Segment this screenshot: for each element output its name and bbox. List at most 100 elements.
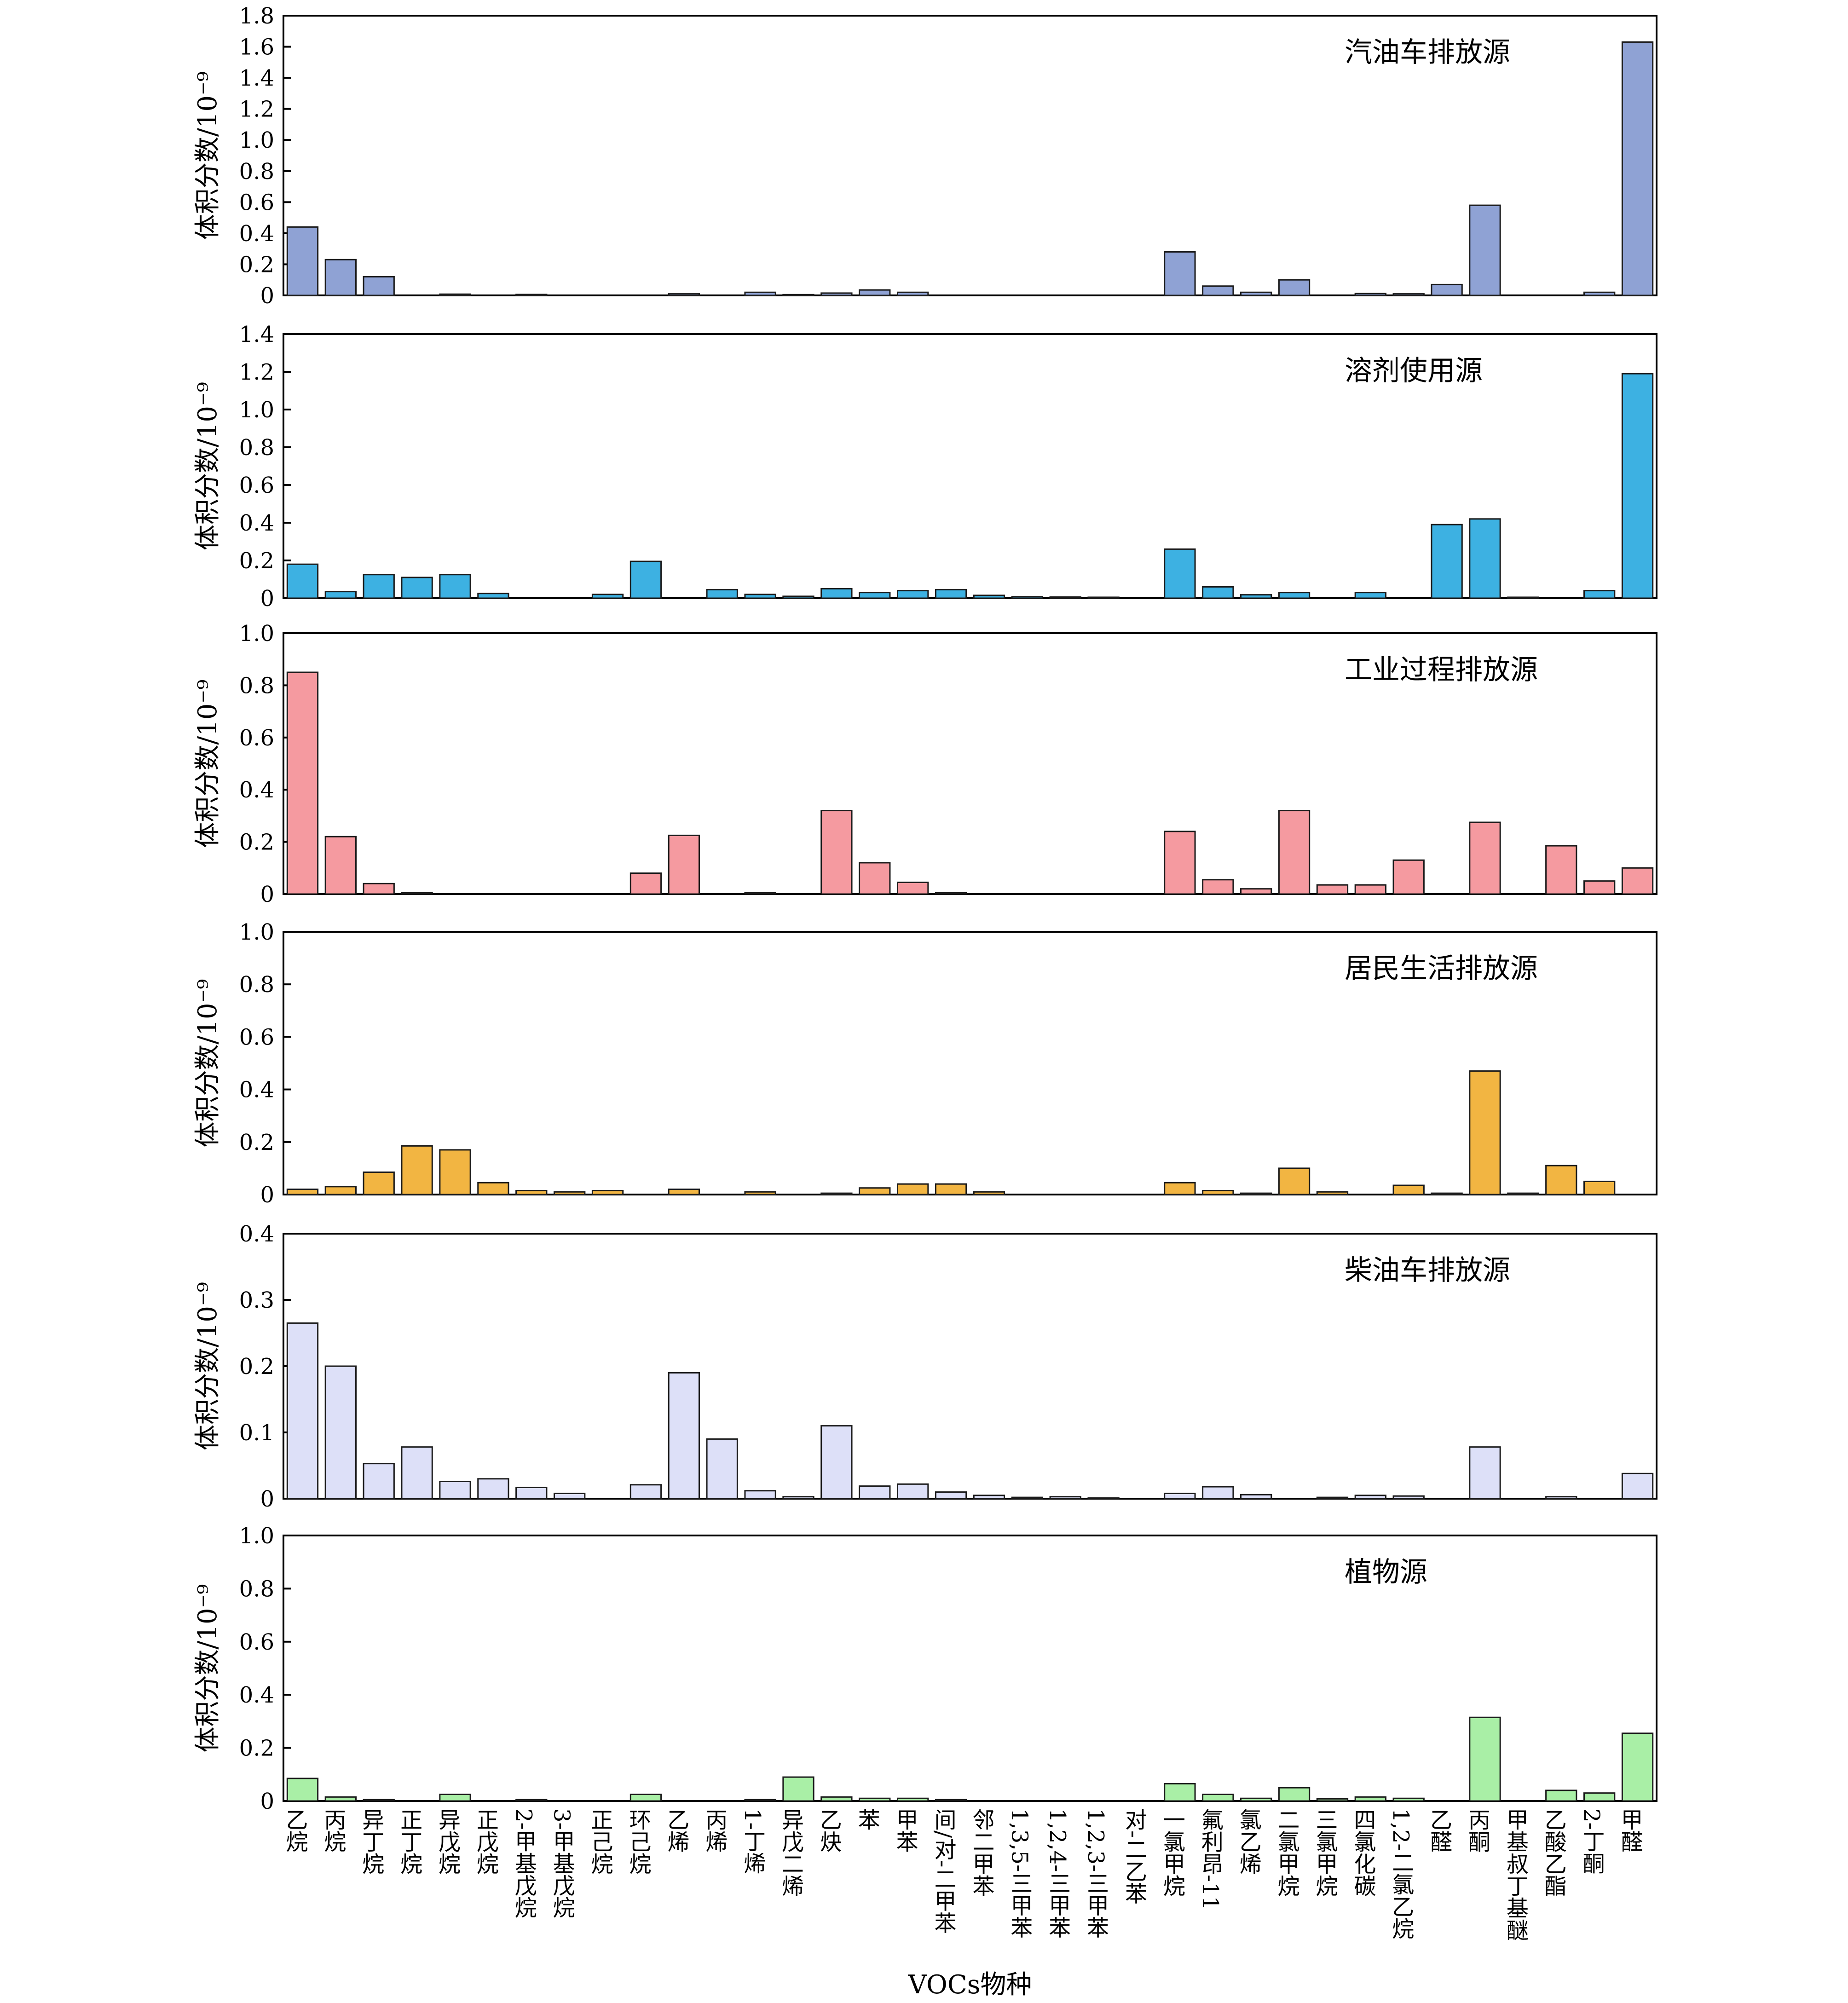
panel-5: 0 0.1 0.2 0.3 0.4 体积分数/10⁻⁹ 柴油车排放源 — [193, 1221, 1657, 1512]
x-tick-label: 1,2-二氯乙烷 — [1388, 1808, 1414, 1940]
bar-二氯甲烷 — [1278, 279, 1311, 296]
bar-环己烷 — [629, 1484, 662, 1500]
bar-丙烷 — [324, 1365, 357, 1500]
bar-1,2,4-三甲苯 — [1049, 596, 1081, 599]
bar-异丁烷 — [363, 1799, 395, 1802]
bar-环己烷 — [629, 1794, 662, 1802]
bar-乙烷 — [286, 563, 319, 599]
panel-6: 0 0.2 0.4 0.6 0.8 1.0 体积分数/10⁻⁹ 植物源 — [193, 1523, 1657, 1814]
bar-间/对-二甲苯 — [935, 589, 967, 599]
bar-氯乙烯 — [1240, 594, 1272, 599]
x-tick-label: 甲苯 — [892, 1808, 918, 1853]
bar-苯 — [859, 289, 891, 296]
bar-苯 — [859, 862, 891, 895]
bar-1,2-二氯乙烷 — [1392, 1184, 1425, 1195]
y-axis-label: 体积分数/10⁻⁹ — [193, 71, 223, 240]
bar-正戊烷 — [477, 593, 509, 599]
bar-乙烷 — [286, 1322, 319, 1500]
bar-乙酸乙酯 — [1545, 1496, 1577, 1500]
y-tick-label: 0.8 — [239, 673, 274, 698]
bar-乙烯 — [668, 1372, 700, 1500]
bar-三氯甲烷 — [1316, 884, 1349, 895]
bar-甲醛 — [1621, 1472, 1654, 1500]
panel-title: 柴油车排放源 — [1345, 1254, 1510, 1287]
bar-丙烷 — [324, 836, 357, 895]
bar-苯 — [859, 1797, 891, 1802]
bar-二氯甲烷 — [1278, 592, 1311, 599]
bar-乙酸乙酯 — [1545, 1789, 1577, 1802]
bar-异戊二烯 — [782, 1776, 814, 1802]
plot-frame — [283, 333, 1657, 599]
y-tick-label: 0.4 — [239, 1221, 274, 1247]
bar-乙炔 — [820, 588, 853, 599]
bar-邻二甲苯 — [973, 1495, 1005, 1500]
bar-乙醛 — [1431, 283, 1463, 296]
bar-环己烷 — [629, 872, 662, 895]
bar-异戊烷 — [439, 1149, 471, 1195]
bar-三氯甲烷 — [1316, 1191, 1349, 1195]
bar-丙酮 — [1469, 204, 1501, 296]
bar-1,3,5-三甲苯 — [1011, 596, 1043, 599]
bar-环己烷 — [629, 560, 662, 599]
bar-正己烷 — [591, 594, 624, 599]
bar-丙烷 — [324, 1186, 357, 1195]
x-tick-label: 一氯甲烷 — [1159, 1808, 1185, 1897]
bar-苯 — [859, 1485, 891, 1500]
bar-甲苯 — [897, 881, 929, 895]
bar-2-甲基戊烷 — [515, 294, 548, 296]
x-tick-label: 1-丁烯 — [739, 1808, 765, 1874]
bar-丙烷 — [324, 1796, 357, 1802]
x-tick-label: 对-二乙苯 — [1121, 1808, 1147, 1904]
panel-4: 0 0.2 0.4 0.6 0.8 1.0 体积分数/10⁻⁹ 居民生活排放源 — [193, 919, 1657, 1208]
x-axis-label: VOCs物种 — [908, 1970, 1032, 2000]
y-tick-label: 0.4 — [239, 777, 274, 803]
bar-三氯甲烷 — [1316, 1798, 1349, 1802]
panel-1: 0 0.2 0.4 0.6 0.8 1.0 1.2 1.4 1.6 1.8 体积分数/10⁻⁹ 汽油车… — [193, 3, 1657, 309]
x-tick-label: 乙烯 — [663, 1808, 689, 1853]
y-tick-label: 0.8 — [239, 1576, 274, 1602]
y-tick-label: 0.2 — [239, 1736, 274, 1761]
bar-乙炔 — [820, 810, 853, 895]
bar-正戊烷 — [477, 1478, 509, 1500]
bar-氯乙烯 — [1240, 888, 1272, 895]
bar-乙醛 — [1431, 524, 1463, 599]
x-tick-label: 2-丁酮 — [1579, 1808, 1605, 1874]
y-tick-label: 0.6 — [239, 1024, 274, 1050]
y-tick-label: 1.6 — [239, 35, 274, 60]
bar-2-丁酮 — [1583, 1792, 1616, 1802]
bar-氯乙烯 — [1240, 291, 1272, 296]
y-tick-label: 0.6 — [239, 725, 274, 751]
bar-2-甲基戊烷 — [515, 1189, 548, 1195]
bar-乙烷 — [286, 226, 319, 296]
y-tick-label: 1.0 — [239, 397, 274, 423]
y-tick-label: 0.1 — [239, 1420, 274, 1446]
bar-2-丁酮 — [1583, 880, 1616, 895]
y-axis-label: 体积分数/10⁻⁹ — [193, 979, 223, 1147]
panel-title: 植物源 — [1345, 1556, 1427, 1588]
bar-乙炔 — [820, 1425, 853, 1500]
y-axis-label: 体积分数/10⁻⁹ — [193, 679, 223, 848]
y-tick-label: 0.4 — [239, 221, 274, 247]
y-tick-label: 0.2 — [239, 1354, 274, 1380]
y-axis-label: 体积分数/10⁻⁹ — [193, 1584, 223, 1752]
bar-正丁烷 — [401, 577, 433, 599]
x-tick-label: 正丁烷 — [396, 1808, 422, 1875]
y-tick-label: 0.6 — [239, 190, 274, 215]
y-tick-label: 0 — [260, 1486, 274, 1512]
bar-四氯化碳 — [1354, 884, 1386, 895]
x-tick-label: 乙炔 — [816, 1808, 842, 1853]
bar-氯乙烯 — [1240, 1494, 1272, 1500]
bar-3-甲基戊烷 — [554, 1191, 586, 1195]
bar-丙酮 — [1469, 518, 1501, 599]
y-tick-label: 0 — [260, 1789, 274, 1814]
bar-1,2,3-三甲苯 — [1087, 596, 1120, 599]
y-tick-label: 1.8 — [239, 3, 274, 29]
plot-frame — [283, 15, 1657, 296]
x-tick-label: 丙烯 — [701, 1808, 727, 1853]
bar-2-甲基戊烷 — [515, 1799, 548, 1802]
bar-氟利昂-11 — [1202, 586, 1234, 599]
bar-邻二甲苯 — [973, 1191, 1005, 1195]
bar-甲基叔丁基醚 — [1507, 596, 1539, 599]
x-tick-label: 2-甲基戊烷 — [511, 1808, 537, 1918]
bar-丙酮 — [1469, 1070, 1501, 1195]
